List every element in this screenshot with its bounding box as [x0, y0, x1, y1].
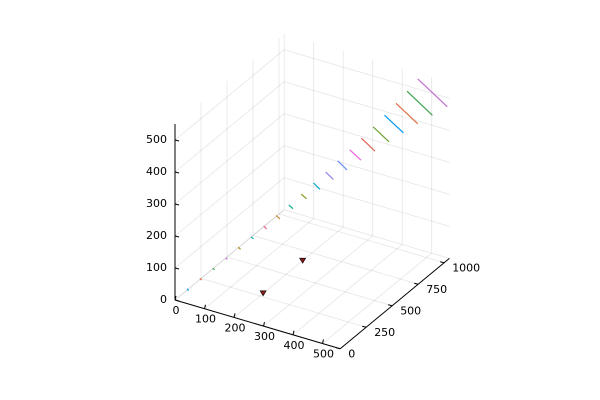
- line: [199, 277, 203, 281]
- grid-line: [226, 256, 393, 307]
- line: [225, 257, 228, 260]
- line: [325, 171, 334, 180]
- grid-line: [174, 49, 285, 141]
- z-tick: [174, 203, 180, 206]
- grid-line: [174, 113, 285, 205]
- y-tick-label: 0: [348, 348, 355, 361]
- line: [361, 137, 376, 152]
- line: [263, 225, 268, 230]
- grid-line: [263, 235, 373, 327]
- y-tick-label: 500: [400, 305, 421, 318]
- line: [212, 267, 215, 271]
- line: [349, 149, 362, 161]
- z-tick-label: 0: [160, 293, 167, 306]
- x-tick-label: 500: [313, 348, 334, 361]
- grid-line: [284, 177, 450, 227]
- x-axis: [174, 299, 341, 350]
- marker: [259, 290, 267, 297]
- x-tick: [322, 339, 324, 344]
- grid-line: [322, 252, 432, 344]
- line: [237, 246, 241, 250]
- grid-line: [233, 226, 344, 318]
- y-tick: [362, 325, 367, 328]
- line: [275, 214, 281, 220]
- y-tick: [388, 304, 393, 307]
- line: [372, 126, 390, 143]
- x-tick: [233, 313, 236, 318]
- grid-line: [284, 49, 450, 99]
- grid-line: [174, 145, 285, 237]
- grid-line: [174, 81, 285, 173]
- z-tick-label: 500: [146, 133, 167, 146]
- grid-line: [292, 244, 403, 336]
- grid-line: [204, 218, 314, 310]
- grid-line: [284, 81, 450, 131]
- x-tick-label: 200: [225, 321, 246, 334]
- x-tick: [263, 321, 265, 327]
- y-tick: [440, 261, 445, 264]
- grid-line: [252, 235, 419, 285]
- y-tick: [336, 347, 341, 350]
- line: [395, 102, 419, 125]
- line: [337, 160, 348, 171]
- x-tick: [292, 330, 295, 335]
- line: [406, 90, 433, 116]
- z-tick: [174, 235, 180, 238]
- grid-line: [174, 209, 285, 301]
- grid-line: [200, 278, 367, 328]
- line: [186, 288, 190, 291]
- z-tick: [174, 267, 180, 270]
- x-tick-label: 0: [173, 304, 180, 317]
- z-tick-label: 300: [146, 197, 167, 210]
- marker: [299, 257, 307, 264]
- x-tick-label: 300: [254, 330, 275, 343]
- x-tick-label: 100: [195, 313, 216, 326]
- z-tick-label: 400: [146, 165, 167, 178]
- z-tick: [174, 171, 180, 174]
- line: [313, 182, 321, 190]
- x-tick: [174, 295, 177, 301]
- line: [417, 78, 448, 108]
- grid-line: [284, 145, 450, 195]
- z-tick: [174, 139, 180, 142]
- grid-line: [174, 177, 285, 269]
- y-tick-label: 1000: [452, 262, 480, 275]
- grid-line: [174, 209, 285, 301]
- y-tick-label: 750: [426, 283, 447, 296]
- grid-line: [284, 113, 450, 163]
- z-tick: [174, 299, 180, 302]
- y-tick: [414, 282, 419, 285]
- grid-line: [278, 213, 445, 264]
- line: [250, 236, 254, 240]
- line: [288, 204, 294, 210]
- line: [384, 114, 404, 134]
- x-tick: [204, 304, 206, 309]
- grid-line: [284, 209, 450, 259]
- y-tick-label: 250: [374, 326, 395, 339]
- z-tick-label: 200: [146, 229, 167, 242]
- z-tick-label: 100: [146, 261, 167, 274]
- line: [300, 193, 307, 200]
- x-tick-label: 400: [284, 339, 305, 352]
- y-axis: [339, 258, 450, 350]
